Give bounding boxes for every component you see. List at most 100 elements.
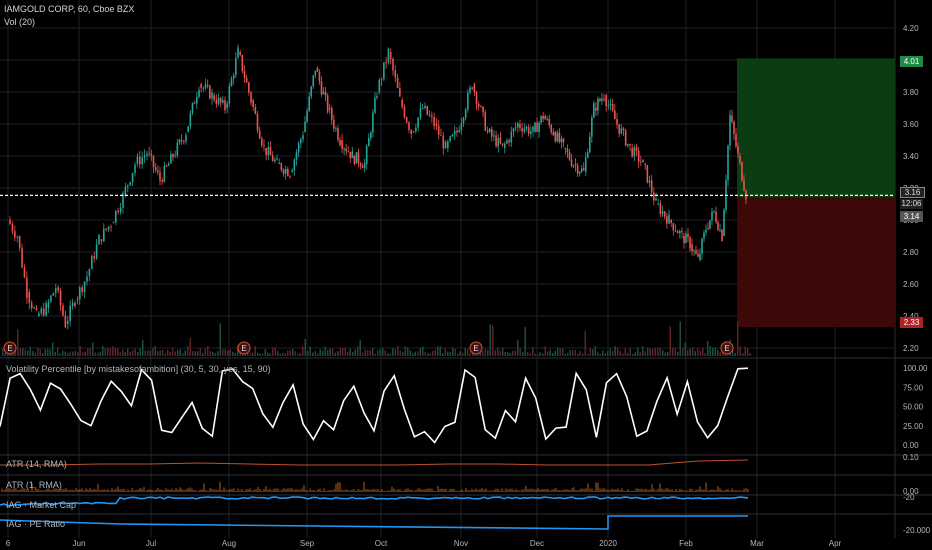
candle-body bbox=[711, 211, 713, 221]
volume-bar bbox=[237, 345, 239, 356]
candle-body bbox=[100, 239, 103, 242]
volume-bar bbox=[254, 346, 256, 356]
volume-bar bbox=[529, 353, 531, 356]
volume-bar bbox=[34, 352, 36, 356]
volume-bar bbox=[564, 353, 566, 356]
candle-body bbox=[482, 106, 484, 113]
candle-body bbox=[380, 79, 383, 81]
volume-bar bbox=[49, 349, 51, 356]
volume-bar bbox=[369, 350, 371, 356]
candle-body bbox=[723, 209, 725, 236]
candle-body bbox=[26, 277, 28, 298]
pe-ratio-line bbox=[0, 515, 748, 530]
pe-ratio-pane-label[interactable]: IAG · PE Ratio bbox=[6, 519, 66, 529]
volume-bar bbox=[302, 346, 304, 356]
candle-body bbox=[562, 138, 565, 143]
candle-body bbox=[18, 236, 21, 248]
time-tick-label: Dec bbox=[530, 539, 544, 548]
candle-body bbox=[193, 102, 196, 104]
candle-body bbox=[261, 138, 263, 146]
candle-body bbox=[196, 96, 198, 104]
volume-bar bbox=[12, 352, 14, 356]
volume-bar bbox=[44, 348, 46, 356]
candle-body bbox=[16, 237, 19, 238]
volume-bar bbox=[259, 353, 261, 356]
volume-bar bbox=[274, 347, 276, 356]
volume-bar bbox=[507, 352, 509, 356]
volume-bar bbox=[694, 350, 696, 356]
market-cap-line bbox=[0, 496, 749, 507]
candle-body bbox=[213, 95, 215, 101]
atr1-pane-label[interactable]: ATR (1, RMA) bbox=[6, 480, 62, 490]
volume-bar bbox=[332, 348, 334, 356]
volume-bar bbox=[122, 349, 124, 356]
volatility-pane-label[interactable]: Volatility Percentile [by mistakesofambi… bbox=[6, 364, 271, 374]
candle-body bbox=[250, 92, 252, 103]
candle-body bbox=[451, 134, 454, 137]
volume-bar bbox=[739, 346, 741, 356]
candle-body bbox=[475, 92, 478, 105]
atr14-pane-label[interactable]: ATR (14, RMA) bbox=[6, 459, 67, 469]
candle-body bbox=[107, 226, 110, 230]
volume-bar bbox=[357, 346, 359, 356]
volume-bar bbox=[389, 353, 391, 356]
candle-body bbox=[743, 180, 745, 191]
volume-bar bbox=[542, 353, 544, 356]
candle-body bbox=[435, 124, 438, 126]
candle-body bbox=[351, 151, 354, 159]
candle-body bbox=[570, 159, 573, 166]
volume-bar bbox=[142, 339, 144, 356]
volume-bar bbox=[612, 350, 614, 356]
market-cap-pane-label[interactable]: IAG · Market Cap bbox=[6, 500, 77, 510]
volume-bar bbox=[234, 353, 236, 356]
candle-body bbox=[167, 163, 170, 166]
candle-body bbox=[66, 320, 69, 324]
time-tick-label: Jun bbox=[73, 539, 86, 548]
symbol-title[interactable]: IAMGOLD CORP, 60, Cboe BZX bbox=[4, 4, 135, 14]
last-price-tag: 3.16 bbox=[900, 187, 925, 198]
candle-body bbox=[131, 172, 134, 183]
candle-body bbox=[486, 130, 489, 132]
volume-bar bbox=[392, 348, 394, 356]
volume-bar bbox=[349, 348, 351, 356]
candle-body bbox=[293, 159, 296, 171]
candle-body bbox=[152, 155, 155, 168]
volume-bar bbox=[59, 353, 61, 356]
candle-body bbox=[480, 106, 482, 108]
candle-body bbox=[50, 295, 52, 302]
candle-body bbox=[185, 135, 187, 142]
volume-bar bbox=[232, 351, 234, 356]
candle-body bbox=[729, 114, 731, 146]
volume-bar bbox=[2, 348, 4, 356]
candle-body bbox=[74, 302, 76, 307]
candle-body bbox=[460, 122, 463, 131]
volume-bar bbox=[159, 350, 161, 356]
volume-bar bbox=[637, 347, 639, 356]
candle-body bbox=[372, 112, 374, 133]
volume-bar bbox=[77, 352, 79, 356]
volume-bar bbox=[312, 352, 314, 356]
volume-bar bbox=[39, 348, 41, 356]
volume-bar bbox=[587, 353, 589, 356]
candle-body bbox=[176, 142, 179, 156]
candle-body bbox=[421, 107, 424, 109]
earnings-marker-icon bbox=[3, 341, 17, 355]
candle-body bbox=[245, 77, 248, 83]
candle-body bbox=[57, 287, 59, 291]
candle-body bbox=[271, 155, 274, 162]
volume-bar bbox=[522, 351, 524, 356]
volume-bar bbox=[634, 352, 636, 356]
candle-body bbox=[326, 95, 329, 112]
candle-body bbox=[471, 87, 473, 89]
volume-bar bbox=[179, 349, 181, 356]
volume-bar bbox=[497, 347, 499, 356]
candle-body bbox=[631, 148, 633, 157]
volume-bar bbox=[599, 353, 601, 356]
volume-bar bbox=[309, 346, 311, 356]
candle-body bbox=[86, 276, 88, 282]
volume-indicator-label[interactable]: Vol (20) bbox=[4, 17, 36, 27]
candle-body bbox=[464, 109, 467, 118]
candle-body bbox=[603, 98, 605, 100]
candle-body bbox=[95, 244, 98, 259]
